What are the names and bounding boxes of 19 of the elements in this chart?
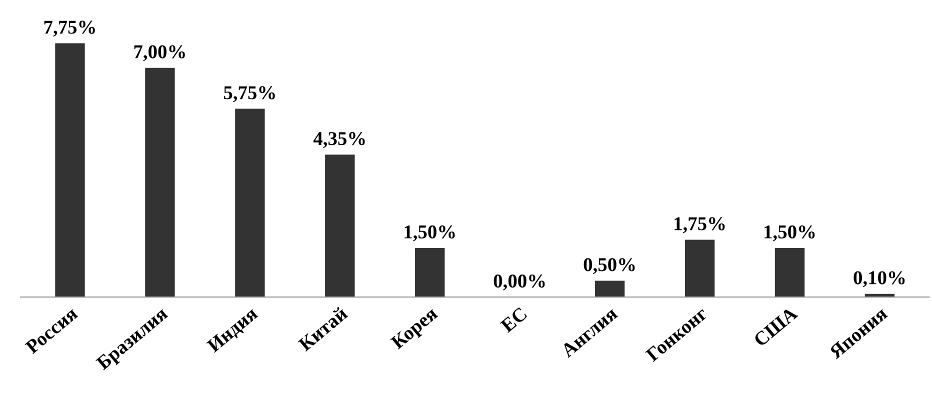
data-label: 5,75% — [224, 86, 275, 102]
data-label: 7,75% — [44, 20, 95, 37]
bar — [235, 108, 265, 298]
data-label: 0,10% — [854, 271, 905, 288]
bar — [325, 154, 355, 298]
data-label: 7,00% — [134, 45, 185, 62]
bar — [684, 240, 715, 298]
data-label: 1,75% — [674, 217, 725, 234]
data-label: 4,35% — [313, 132, 365, 148]
x-tick-label: ЕС — [500, 306, 528, 334]
bar — [55, 43, 85, 298]
bar — [594, 280, 625, 298]
data-label: 1,50% — [404, 225, 455, 242]
data-label: 0,50% — [584, 258, 635, 274]
data-label: 1,50% — [764, 225, 815, 242]
bar — [415, 248, 445, 298]
data-label: 0,00% — [494, 274, 545, 290]
bar — [774, 248, 805, 298]
bar — [145, 68, 175, 298]
